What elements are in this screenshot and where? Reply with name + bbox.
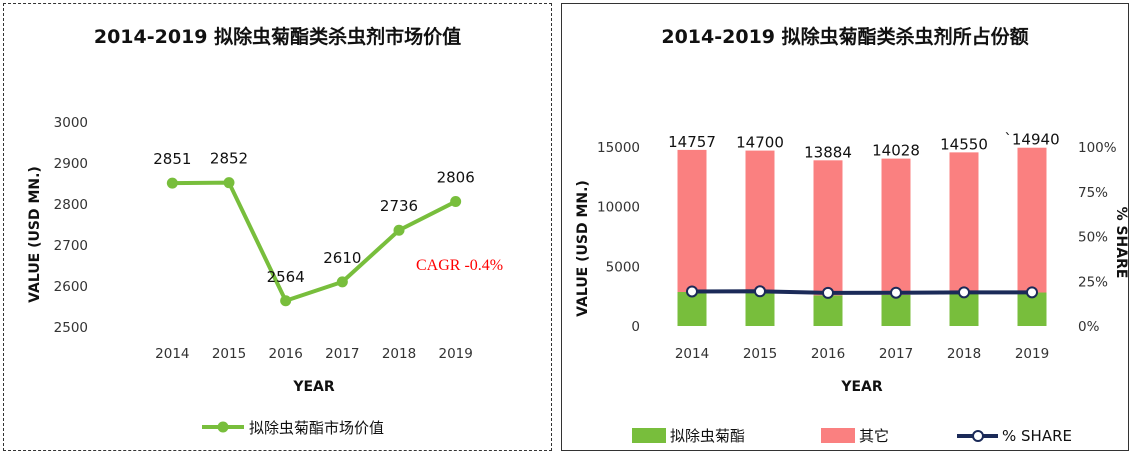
share-point [890, 286, 902, 299]
x-tick-label: 2016 [811, 346, 845, 362]
data-label: 2564 [267, 268, 305, 286]
y-axis-title: VALUE (USD MN.) [27, 166, 43, 303]
left-chart-title: 2014-2019 拟除虫菊酯类杀虫剂市场价值 [93, 26, 462, 48]
y-tick-label: 2700 [54, 238, 88, 254]
total-label: 13884 [804, 143, 852, 161]
bar-segment-other [1017, 147, 1047, 293]
market-share-bar-chart: 0 5000 10000 15000 0% 25% 50% 75% 100% 2014 2015 20… [575, 131, 1129, 445]
bar-segment-other [745, 150, 775, 292]
bar-segment-pyrethroid [745, 291, 775, 326]
x-tick-label: 2017 [879, 346, 913, 362]
legend-label: 拟除虫菊酯 [670, 427, 745, 445]
y2-tick-label: 75% [1078, 185, 1108, 201]
y2-tick-label: 100% [1078, 140, 1117, 156]
x-tick-label: 2019 [1015, 346, 1049, 362]
legend-swatch-other [821, 428, 855, 443]
legend-point-marker [972, 430, 984, 442]
share-point [958, 286, 970, 299]
data-label: 2610 [323, 249, 361, 267]
y2-axis-title: % SHARE [1113, 207, 1129, 279]
x-tick-label: 2015 [743, 346, 777, 362]
market-value-panel: 2014-2019 拟除虫菊酯类杀虫剂市场价值 2500 2600 2700 2800… [3, 3, 552, 451]
total-label: 14028 [872, 142, 920, 160]
x-tick-label: 2015 [212, 346, 246, 362]
total-label: 14550 [940, 135, 988, 153]
x-tick-label: 2017 [325, 346, 359, 362]
legend-swatch-pyrethroid [632, 428, 666, 443]
market-value-line-chart: 2500 2600 2700 2800 2900 3000 2014 2015 2016 2017… [27, 115, 503, 437]
legend-label: % SHARE [1002, 427, 1072, 445]
x-tick-label: 2018 [947, 346, 981, 362]
y-axis-title: VALUE (USD MN.) [575, 180, 591, 317]
market-share-panel: 2014-2019 拟除虫菊酯类杀虫剂所占份额 0 5000 10000 15000 0… [561, 3, 1129, 451]
total-label: 14700 [736, 134, 784, 152]
bar-segment-pyrethroid [677, 291, 707, 326]
x-tick-label: 2018 [382, 346, 416, 362]
share-point [1026, 286, 1038, 299]
y-tick-label: 5000 [606, 259, 640, 275]
y-tick-label: 0 [631, 319, 640, 335]
data-label: 2852 [210, 150, 248, 168]
bar-segment-other [677, 149, 707, 292]
legend-label: 其它 [859, 427, 889, 445]
y-tick-label: 2900 [54, 156, 88, 172]
share-point [686, 285, 698, 298]
y-tick-label: 2800 [54, 197, 88, 213]
data-point [450, 196, 462, 208]
y-tick-label: 15000 [597, 140, 640, 156]
y-tick-label: 2600 [54, 279, 88, 295]
x-tick-label: 2014 [155, 346, 189, 362]
data-label: 2736 [380, 197, 418, 215]
data-point [223, 177, 235, 189]
data-point [336, 276, 348, 288]
total-label: `14940 [1004, 131, 1059, 149]
bar-segment-other [949, 152, 979, 294]
y-tick-label: 10000 [597, 200, 640, 216]
bar-segment-pyrethroid [949, 293, 979, 326]
y-tick-label: 3000 [54, 115, 88, 131]
data-label: 2851 [153, 150, 191, 168]
right-chart-title: 2014-2019 拟除虫菊酯类杀虫剂所占份额 [661, 26, 1029, 48]
share-point [822, 286, 834, 299]
x-axis-title: YEAR [840, 379, 883, 395]
y-tick-label: 2500 [54, 320, 88, 336]
x-axis-title: YEAR [292, 379, 335, 395]
cagr-annotation: CAGR -0.4% [416, 257, 503, 274]
data-point [393, 224, 405, 236]
bar-segment-pyrethroid [881, 294, 911, 326]
data-point [280, 295, 292, 307]
y2-tick-label: 25% [1078, 274, 1108, 290]
series-line [172, 180, 457, 303]
share-point [754, 285, 766, 298]
bar-segment-pyrethroid [813, 295, 843, 326]
bar-segment-other [813, 160, 843, 296]
x-tick-label: 2019 [438, 346, 472, 362]
data-label: 2806 [437, 169, 475, 187]
y2-tick-label: 50% [1078, 230, 1108, 246]
x-tick-label: 2014 [675, 346, 709, 362]
share-line [691, 289, 1032, 295]
bar-segment-other [881, 158, 911, 295]
data-point [166, 177, 178, 189]
legend-label: 拟除虫菊酯市场价值 [249, 419, 384, 437]
total-label: 14757 [668, 133, 716, 151]
x-tick-label: 2016 [268, 346, 302, 362]
y2-tick-label: 0% [1078, 319, 1100, 335]
legend-point-marker [217, 421, 229, 433]
